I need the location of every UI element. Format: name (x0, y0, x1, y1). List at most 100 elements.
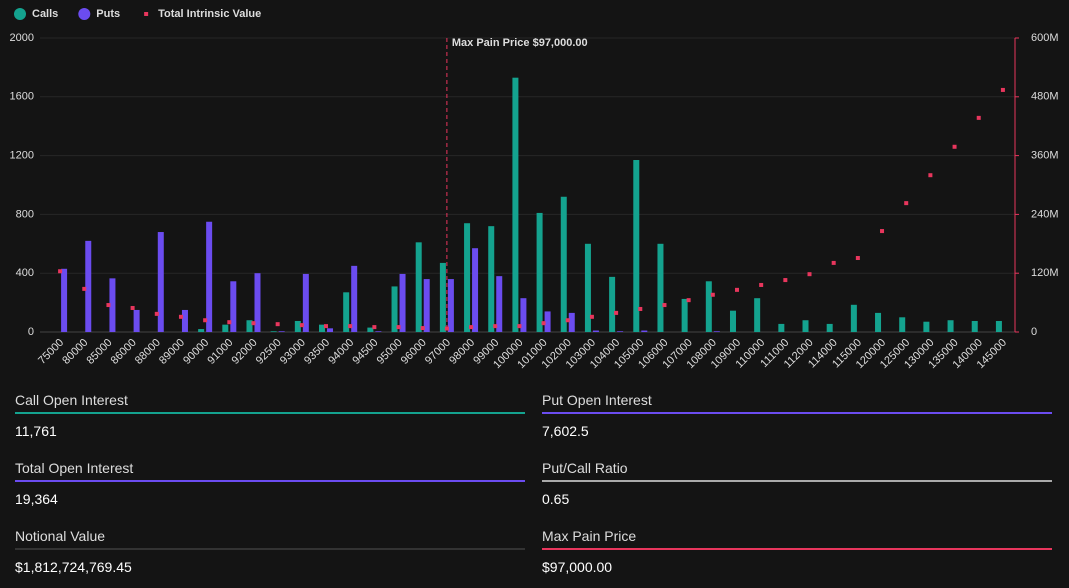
bar (609, 276, 616, 332)
x-tick-label: 96000 (399, 337, 429, 367)
bar (657, 243, 664, 332)
bar (584, 243, 591, 332)
stat-value: 11,761 (15, 423, 57, 439)
legend-marker (144, 12, 149, 16)
bar (206, 221, 213, 332)
legend-marker (78, 8, 91, 20)
bar (641, 330, 648, 332)
y2-tick-label: 600M (1031, 32, 1059, 44)
bar (802, 320, 809, 332)
bar (391, 286, 398, 332)
bar (681, 298, 688, 332)
max-pain-label: Max Pain Price $97,000.00 (452, 37, 588, 49)
stat-value: 19,364 (15, 491, 58, 507)
y-tick-label: 0 (28, 326, 34, 338)
x-tick-label: 88000 (133, 337, 163, 367)
bar (109, 278, 116, 332)
x-tick-label: 75000 (36, 337, 66, 367)
point (227, 320, 232, 325)
x-tick-label: 91000 (205, 337, 235, 367)
stat-value: $97,000.00 (542, 559, 613, 575)
x-tick-label: 86000 (109, 337, 139, 367)
bar (568, 312, 575, 332)
bar (447, 279, 454, 332)
point (396, 325, 401, 330)
point (638, 306, 643, 311)
bar (923, 321, 930, 332)
y-tick-label: 1200 (10, 150, 34, 162)
bar (302, 273, 309, 332)
bar (294, 320, 301, 332)
point (444, 326, 449, 331)
point (710, 292, 715, 297)
point (783, 278, 788, 283)
x-tick-label: 80000 (60, 337, 90, 367)
bar (512, 77, 519, 332)
point (686, 298, 691, 303)
x-tick-label: 97000 (423, 337, 453, 367)
stat-underline (15, 412, 525, 414)
bar (971, 320, 978, 332)
bar (246, 320, 253, 332)
bar (633, 160, 640, 332)
x-tick-label: 95000 (375, 337, 405, 367)
point (203, 318, 208, 323)
bar (399, 273, 406, 332)
point (178, 314, 183, 319)
y2-tick-label: 480M (1031, 91, 1059, 103)
bar (375, 331, 382, 332)
x-tick-label: 92000 (230, 337, 260, 367)
y2-tick-label: 0 (1031, 326, 1037, 338)
bar (850, 304, 857, 332)
stat-label: Total Open Interest (15, 460, 134, 476)
bar (230, 281, 237, 332)
bar (270, 331, 277, 332)
bar (133, 309, 140, 332)
bar (947, 320, 954, 332)
x-tick-label: 85000 (84, 337, 114, 367)
stat: Call Open Interest 11,761 (15, 392, 525, 452)
point (976, 115, 981, 120)
stat: Put Open Interest 7,602.5 (542, 392, 1052, 452)
point (106, 303, 111, 308)
legend-label: Calls (32, 8, 58, 20)
stat-value: 0.65 (542, 491, 570, 507)
point (541, 321, 546, 326)
point (565, 318, 570, 323)
point (759, 282, 764, 287)
y-tick-label: 1600 (10, 91, 34, 103)
bar (729, 310, 736, 332)
point (251, 321, 256, 326)
stat: Max Pain Price $97,000.00 (542, 528, 1052, 588)
y-tick-label: 800 (16, 208, 34, 220)
legend-label: Puts (96, 8, 120, 20)
legend-label: Total Intrinsic Value (158, 8, 261, 20)
bar (778, 323, 785, 332)
point (614, 310, 619, 315)
x-tick-label: 94500 (350, 337, 380, 367)
point (855, 256, 860, 261)
bar (278, 331, 285, 332)
point (130, 305, 135, 310)
point (299, 323, 304, 328)
bar (899, 317, 906, 332)
point (880, 229, 885, 234)
bar (327, 328, 334, 332)
bar (875, 312, 882, 332)
bar (254, 273, 261, 332)
bar (617, 331, 624, 332)
bar (343, 292, 350, 332)
x-tick-label: 93500 (302, 337, 332, 367)
stat: Put/Call Ratio 0.65 (542, 460, 1052, 520)
stat-label: Put/Call Ratio (542, 460, 628, 476)
stat-underline (15, 480, 525, 482)
legend-marker (14, 8, 26, 20)
point (517, 324, 522, 329)
bar (560, 196, 567, 332)
stat: Notional Value $1,812,724,769.45 (15, 528, 525, 588)
bar (85, 240, 92, 332)
bar (488, 226, 495, 332)
stat: Total Open Interest 19,364 (15, 460, 525, 520)
bar (423, 279, 430, 332)
